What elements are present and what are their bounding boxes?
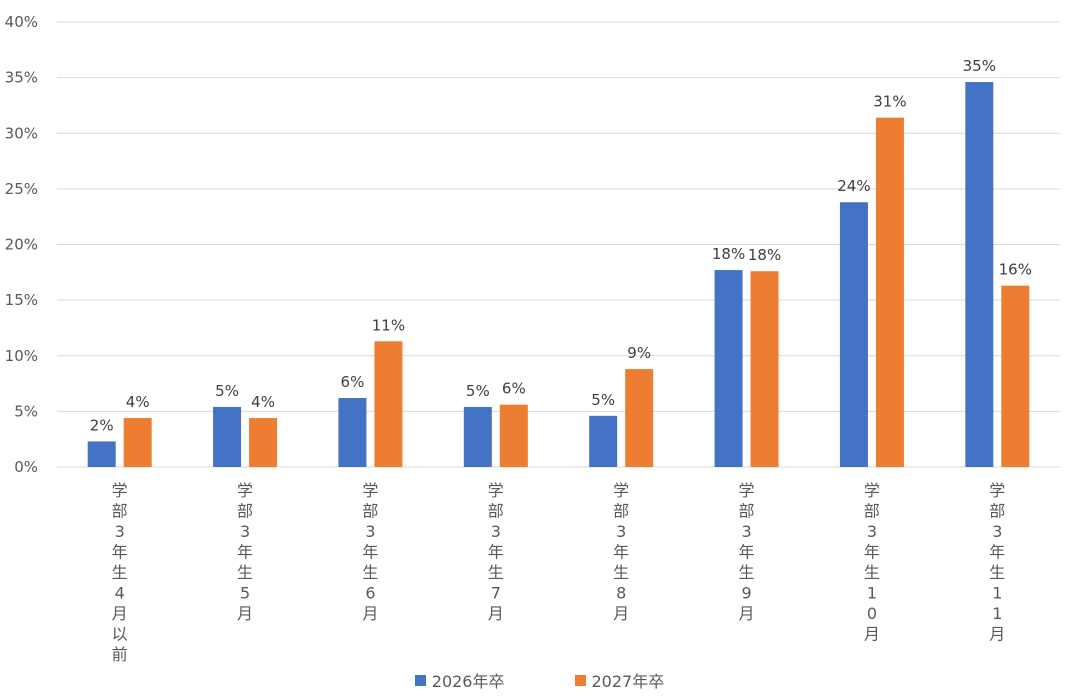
- data-label: 6%: [502, 380, 526, 398]
- bar-2027: [374, 341, 403, 467]
- gridlines: [57, 21, 1060, 468]
- bar-2027: [875, 117, 904, 468]
- y-tick-label: 0%: [14, 458, 38, 476]
- data-label: 11%: [372, 316, 405, 334]
- data-label: 5%: [215, 382, 239, 400]
- bar-2026: [463, 406, 492, 467]
- data-label: 16%: [999, 261, 1032, 279]
- legend-label-2026: 2026年卒: [431, 672, 505, 691]
- y-axis-ticks: 0% 5% 10% 15% 20% 25% 30% 35% 40%: [5, 13, 38, 476]
- x-axis-categories: 学部 3 年生 4 月以前 学部 3 年生 5 月 学部 3 年生 6 月 学部 3 年生 7 月 学部 3 年生 8 月 学部 3…: [112, 481, 1006, 664]
- bar-2027: [249, 418, 278, 467]
- y-tick-label: 15%: [5, 291, 38, 309]
- bar-2026: [839, 202, 868, 467]
- bar-2027: [123, 418, 152, 467]
- legend: 2026年卒 2027年卒: [0, 668, 1079, 692]
- data-label: 9%: [627, 344, 651, 362]
- bar-2026: [965, 82, 994, 467]
- data-label: 24%: [837, 177, 870, 195]
- data-label: 5%: [591, 391, 615, 409]
- y-tick-label: 30%: [5, 124, 38, 142]
- data-label: 4%: [126, 393, 150, 411]
- bar-2026: [714, 270, 743, 467]
- bar-2027: [750, 271, 779, 467]
- bar-2026: [213, 406, 242, 467]
- y-tick-label: 5%: [14, 402, 38, 420]
- data-label: 4%: [251, 393, 275, 411]
- data-label: 6%: [341, 373, 365, 391]
- y-tick-label: 40%: [5, 13, 38, 31]
- x-category-label: 学部 3 年生 9 月: [739, 481, 755, 623]
- bars: [87, 82, 1030, 468]
- x-category-label: 学部 3 年生 7 月: [488, 481, 504, 623]
- data-label: 18%: [712, 245, 745, 263]
- data-label: 31%: [873, 93, 906, 111]
- data-label: 5%: [466, 382, 490, 400]
- bar-2026: [87, 441, 116, 467]
- data-label: 2%: [90, 416, 114, 434]
- y-tick-label: 35%: [5, 69, 38, 87]
- legend-swatch-2026: [414, 674, 426, 686]
- x-category-label: 学部 3 年生 1 0 月: [864, 481, 880, 644]
- bar-2027: [625, 369, 654, 467]
- x-category-label: 学部 3 年生 4 月以前: [112, 481, 128, 664]
- y-tick-label: 10%: [5, 347, 38, 365]
- y-tick-label: 20%: [5, 236, 38, 254]
- y-tick-label: 25%: [5, 180, 38, 198]
- bar-2027: [1001, 285, 1030, 467]
- legend-label-2027: 2027年卒: [591, 672, 665, 691]
- x-category-label: 学部 3 年生 6 月: [362, 481, 378, 623]
- x-category-label: 学部 3 年生 5 月: [237, 481, 253, 623]
- data-label: 18%: [748, 246, 781, 264]
- x-category-label: 学部 3 年生 1 1 月: [989, 481, 1005, 644]
- legend-item-2027: 2027年卒: [574, 668, 665, 692]
- data-label: 35%: [963, 57, 996, 75]
- bar-2027: [499, 404, 528, 467]
- data-labels: 2% 4% 5% 4% 6% 11% 5% 6% 5% 9% 18% 18% 24% 31% 35% 16%: [90, 57, 1032, 434]
- x-category-label: 学部 3 年生 8 月: [613, 481, 629, 623]
- bar-2026: [338, 398, 367, 467]
- bar-2026: [589, 415, 618, 467]
- legend-swatch-2027: [574, 674, 586, 686]
- legend-item-2026: 2026年卒: [414, 668, 505, 692]
